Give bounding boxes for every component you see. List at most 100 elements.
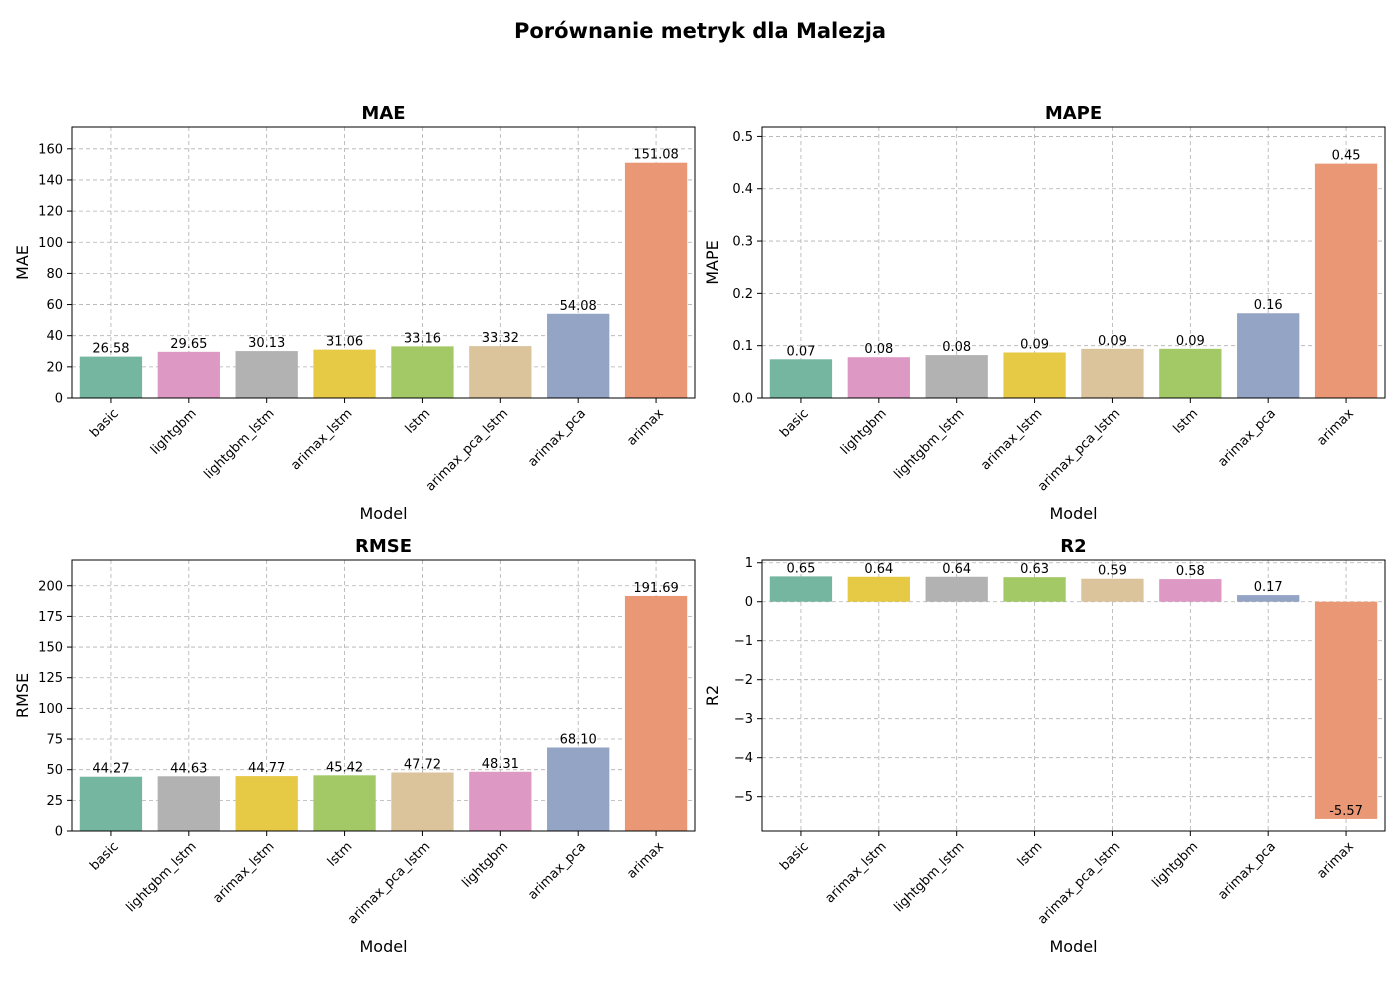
mape-bar-lightgbm <box>847 357 910 398</box>
mae-bar-lightgbm <box>157 351 220 398</box>
rmse-ytick-label: 75 <box>46 733 63 748</box>
r2-bar-arimax_pca <box>1237 595 1300 602</box>
r2-value-label: 0.17 <box>1254 580 1283 595</box>
rmse-ytick-label: 50 <box>46 763 63 778</box>
mape-bar-lightgbm_lstm <box>925 355 988 398</box>
rmse-xlabel: Model <box>359 937 407 956</box>
mae-ytick-label: 140 <box>38 173 63 188</box>
mae-value-label: 33.16 <box>404 331 441 346</box>
mae-value-label: 33.32 <box>482 331 519 346</box>
mape-bar-arimax_pca_lstm <box>1081 348 1144 398</box>
rmse-bar-lightgbm <box>469 771 532 831</box>
rmse-ylabel: RMSE <box>13 673 32 718</box>
rmse-bar-lstm <box>313 775 376 831</box>
mape-title: MAPE <box>1045 103 1102 124</box>
mae-bar-lightgbm_lstm <box>235 351 298 398</box>
mae-title: MAE <box>361 103 405 124</box>
mape-ytick-label: 0.0 <box>732 392 753 407</box>
rmse-value-label: 44.77 <box>248 761 285 776</box>
rmse-value-label: 45.42 <box>326 760 363 775</box>
rmse-bar-arimax_pca <box>547 747 610 831</box>
mae-ytick-label: 100 <box>38 236 63 251</box>
r2-ytick-label: −3 <box>734 712 753 727</box>
r2-bar-lightgbm <box>1159 579 1222 602</box>
mae-ytick-label: 40 <box>46 329 63 344</box>
r2-value-label: -5.57 <box>1329 804 1363 819</box>
r2-value-label: 0.58 <box>1176 564 1205 579</box>
r2-ytick-label: −5 <box>734 790 753 805</box>
mae-value-label: 31.06 <box>326 335 363 350</box>
r2-title: R2 <box>1060 536 1086 557</box>
rmse-title: RMSE <box>355 536 412 557</box>
rmse-value-label: 47.72 <box>404 757 441 772</box>
mape-value-label: 0.09 <box>1098 334 1127 349</box>
mae-ytick-label: 120 <box>38 205 63 220</box>
mae-bar-basic <box>79 356 143 398</box>
mae-ylabel: MAE <box>13 245 32 280</box>
mape-bar-arimax_pca <box>1237 313 1300 398</box>
mae-bar-arimax_lstm <box>313 349 376 398</box>
mae-bar-arimax_pca_lstm <box>469 346 532 398</box>
mape-value-label: 0.08 <box>864 342 893 357</box>
mape-ytick-label: 0.3 <box>732 235 753 250</box>
mape-xlabel: Model <box>1049 504 1097 523</box>
r2-axes-frame <box>761 559 1386 832</box>
mape-value-label: 0.08 <box>942 340 971 355</box>
mae-axes-frame <box>71 126 696 399</box>
mape-ytick-label: 0.2 <box>732 287 753 302</box>
rmse-ytick-label: 25 <box>46 794 63 809</box>
mape-value-label: 0.16 <box>1254 298 1283 313</box>
r2-ylabel: R2 <box>703 685 722 706</box>
r2-bar-arimax_pca_lstm <box>1081 578 1144 602</box>
rmse-ytick-label: 100 <box>38 702 63 717</box>
rmse-bar-arimax_pca_lstm <box>391 772 454 831</box>
rmse-ytick-label: 175 <box>38 610 63 625</box>
rmse-value-label: 44.27 <box>92 762 129 777</box>
r2-ytick-label: −4 <box>734 751 753 766</box>
r2-xlabel: Model <box>1049 937 1097 956</box>
mape-ytick-label: 0.5 <box>732 130 753 145</box>
mae-value-label: 151.08 <box>633 148 679 163</box>
mape-ylabel: MAPE <box>703 240 722 285</box>
r2-value-label: 0.65 <box>786 561 815 576</box>
mape-bar-lstm <box>1159 348 1222 398</box>
rmse-value-label: 48.31 <box>482 757 519 772</box>
mape-value-label: 0.09 <box>1020 337 1049 352</box>
mae-ytick-label: 20 <box>46 360 63 375</box>
rmse-bar-lightgbm_lstm <box>157 776 220 831</box>
mae-ytick-label: 160 <box>38 142 63 157</box>
rmse-value-label: 44.63 <box>170 761 207 776</box>
mape-bar-basic <box>769 359 833 398</box>
rmse-bar-arimax <box>624 595 688 831</box>
r2-bar-arimax_lstm <box>847 576 910 602</box>
mae-bar-arimax_pca <box>547 313 610 398</box>
r2-ytick-label: 0 <box>745 595 753 610</box>
rmse-ytick-label: 200 <box>38 579 63 594</box>
figure-title: Porównanie metryk dla Malezja <box>514 19 886 43</box>
r2-bar-basic <box>769 576 833 602</box>
mae-xlabel: Model <box>359 504 407 523</box>
mape-bar-arimax_lstm <box>1003 352 1066 398</box>
mae-ytick-label: 0 <box>55 392 63 407</box>
mae-value-label: 29.65 <box>170 337 207 352</box>
r2-ytick-label: 1 <box>745 556 753 571</box>
mape-bar-arimax <box>1314 163 1378 398</box>
mape-value-label: 0.45 <box>1332 149 1361 164</box>
mape-ytick-label: 0.1 <box>732 339 753 354</box>
mae-bar-lstm <box>391 346 454 398</box>
mae-bar-arimax <box>624 162 688 398</box>
r2-value-label: 0.64 <box>864 562 893 577</box>
panel-mape: MAPE 0.07 0.08 0.08 0.09 0.09 0.09 0.16 0.45 0.0 0… <box>703 103 1386 523</box>
rmse-value-label: 68.10 <box>560 732 597 747</box>
mae-ytick-label: 60 <box>46 298 63 313</box>
rmse-ytick-label: 125 <box>38 671 63 686</box>
rmse-bar-arimax_lstm <box>235 776 298 831</box>
mae-value-label: 26.58 <box>92 342 129 357</box>
r2-bar-arimax <box>1314 601 1378 819</box>
rmse-axes-frame <box>71 559 696 832</box>
r2-bar-lstm <box>1003 577 1066 602</box>
mape-value-label: 0.07 <box>786 344 815 359</box>
rmse-bar-basic <box>79 776 143 831</box>
